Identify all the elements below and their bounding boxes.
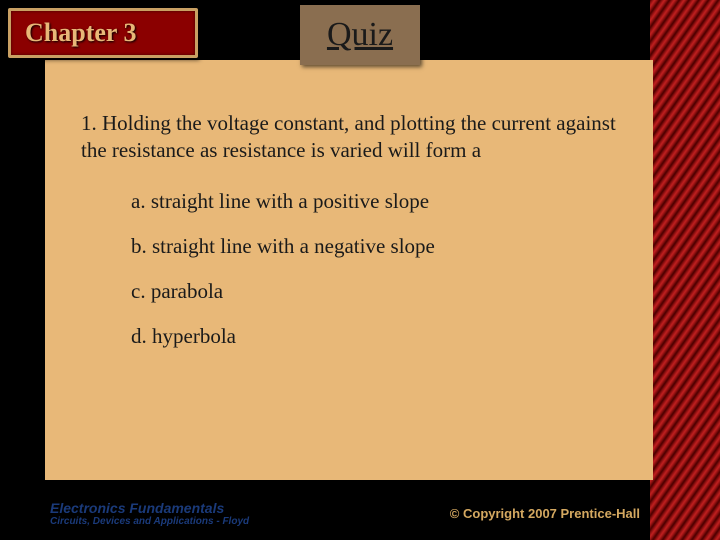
question-text: 1. Holding the voltage constant, and plo… (81, 110, 617, 165)
footer-title: Electronics Fundamentals (50, 500, 249, 516)
option-c: c. parabola (131, 279, 617, 304)
option-a: a. straight line with a positive slope (131, 189, 617, 214)
option-list: a. straight line with a positive slope b… (81, 189, 617, 349)
footer-left: Electronics Fundamentals Circuits, Devic… (50, 500, 249, 527)
quiz-label: Quiz (327, 16, 393, 54)
content-panel: 1. Holding the voltage constant, and plo… (45, 60, 653, 480)
option-d: d. hyperbola (131, 324, 617, 349)
quiz-badge: Quiz (300, 5, 420, 65)
footer-copyright: © Copyright 2007 Prentice-Hall (450, 506, 640, 521)
footer: Electronics Fundamentals Circuits, Devic… (0, 494, 720, 540)
chapter-badge: Chapter 3 (8, 8, 198, 58)
right-decoration-band (650, 0, 720, 540)
option-b: b. straight line with a negative slope (131, 234, 617, 259)
chapter-label: Chapter 3 (25, 18, 136, 48)
footer-subtitle: Circuits, Devices and Applications - Flo… (50, 516, 249, 527)
